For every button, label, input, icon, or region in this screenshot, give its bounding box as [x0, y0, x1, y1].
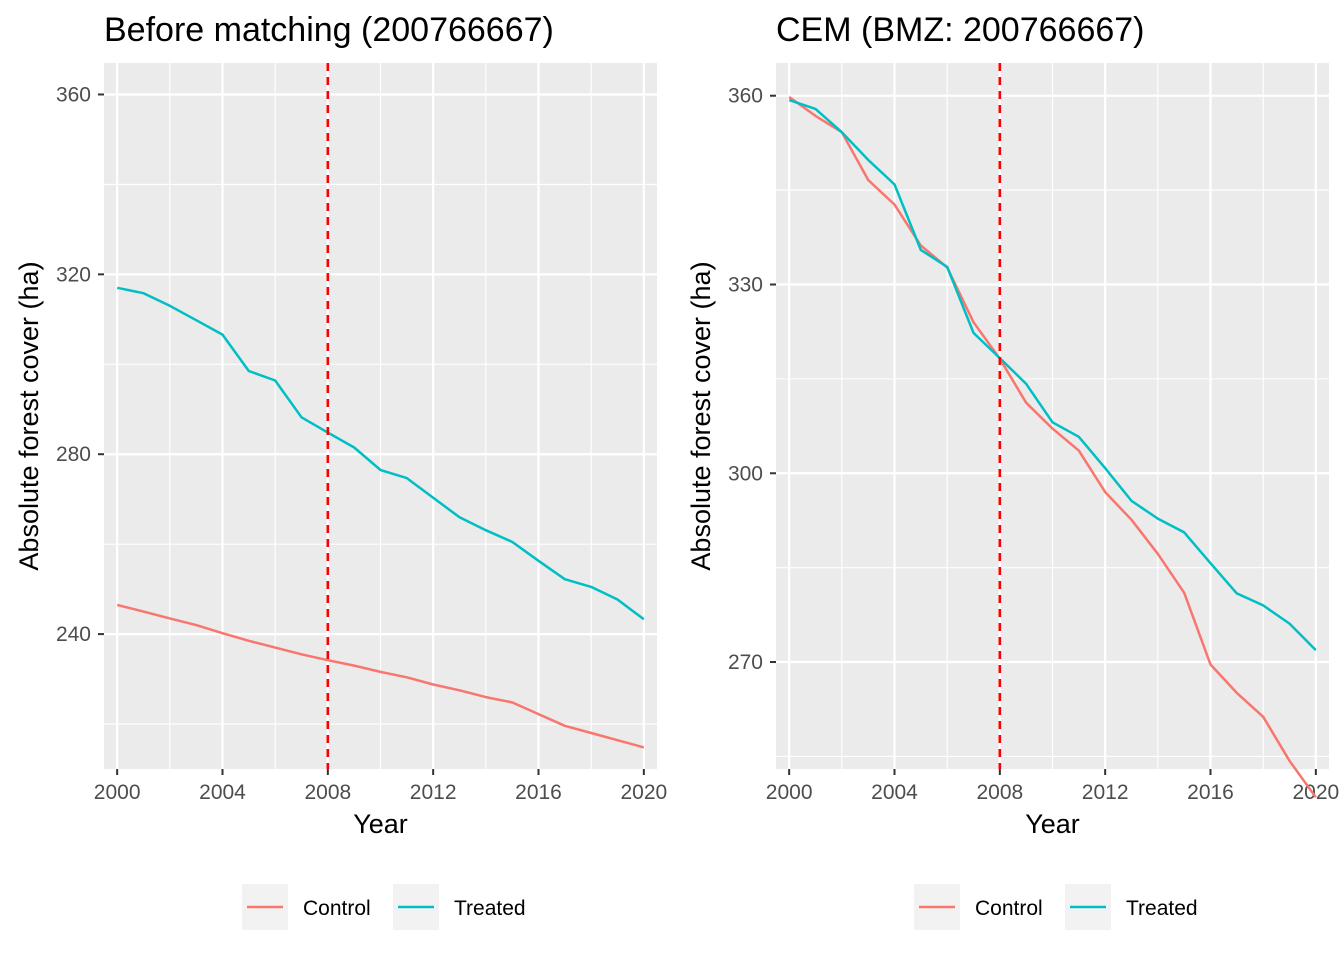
series-line-control: [788, 95, 1317, 799]
x-tick-label: 2008: [304, 781, 351, 804]
x-tick-label: 2004: [199, 781, 246, 804]
panel-title: CEM (BMZ: 200766667): [776, 11, 1145, 49]
y-tick-label: 280: [56, 443, 91, 466]
legend-label-control: Control: [975, 897, 1043, 920]
legend-label-treated: Treated: [1126, 897, 1198, 920]
panel-title: Before matching (200766667): [104, 11, 554, 49]
x-axis-title: Year: [353, 809, 408, 839]
x-tick-label: 2020: [620, 781, 667, 804]
x-tick-label: 2012: [410, 781, 457, 804]
y-tick-label: 360: [56, 83, 91, 106]
y-tick-label: 300: [728, 462, 763, 485]
y-axis-title: Absolute forest cover (ha): [686, 261, 716, 570]
series-line-control: [116, 603, 645, 749]
chart-panel-before-matching: Before matching (200766667) 2000 2004 2008…: [14, 11, 667, 930]
y-tick-label: 320: [56, 263, 91, 286]
series-line-treated: [116, 286, 645, 621]
y-tick-label: 240: [56, 623, 91, 646]
x-tick-label: 2012: [1082, 781, 1129, 804]
y-tick-label: 330: [728, 273, 763, 296]
legend: Control Treated: [242, 884, 526, 930]
x-tick-label: 2016: [1187, 781, 1234, 804]
x-tick-label: 2020: [1292, 781, 1339, 804]
legend: Control Treated: [914, 884, 1198, 930]
y-tick-label: 360: [728, 85, 763, 108]
x-tick-label: 2008: [976, 781, 1023, 804]
x-tick-label: 2000: [766, 781, 813, 804]
x-tick-label: 2004: [871, 781, 918, 804]
legend-label-treated: Treated: [454, 897, 526, 920]
x-axis-title: Year: [1025, 809, 1080, 839]
chart-panel-cem: CEM (BMZ: 200766667) 2000 2004 2008 2012 201…: [686, 11, 1339, 930]
series-line-treated: [788, 98, 1317, 651]
x-tick-label: 2016: [515, 781, 562, 804]
y-axis-title: Absolute forest cover (ha): [14, 261, 44, 570]
legend-label-control: Control: [303, 897, 371, 920]
y-tick-label: 270: [728, 651, 763, 674]
x-tick-label: 2000: [94, 781, 141, 804]
